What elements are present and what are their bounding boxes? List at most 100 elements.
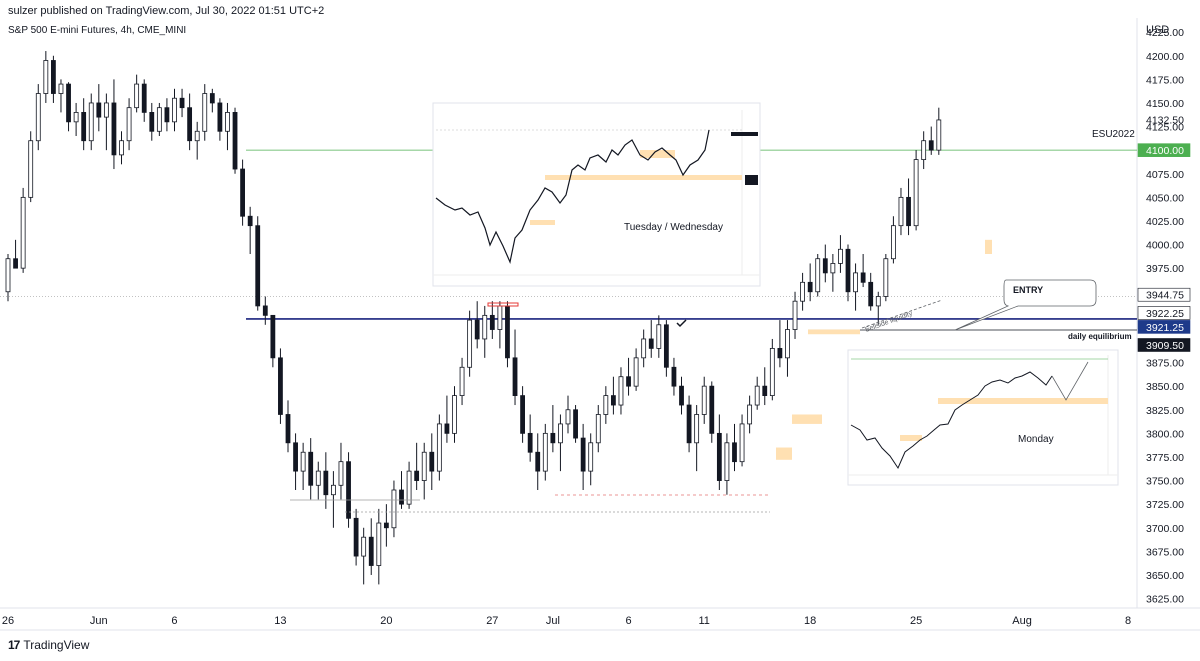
y-tick-label: 3800.00 [1146, 428, 1184, 440]
candle [429, 433, 435, 490]
candle-body [111, 102, 117, 156]
candle-body [331, 484, 336, 496]
contract-label: ESU2022 [1092, 129, 1135, 140]
candle-body [694, 414, 700, 444]
published-info: sulzer published on TradingView.com, Jul… [8, 5, 325, 17]
candle [35, 84, 41, 151]
candle [81, 98, 87, 151]
candle-body [278, 357, 283, 415]
candle-body [232, 112, 238, 170]
candlestick-series [5, 51, 942, 585]
candle [141, 79, 147, 122]
candle-body [179, 97, 185, 109]
candle-body [785, 329, 790, 359]
candle [898, 187, 904, 236]
candle [542, 423, 548, 481]
candle [421, 442, 427, 500]
time-axis: 26 Jun 6 13 20 27 Jul 6 11 18 25 Aug 8 [2, 615, 1131, 627]
candle [603, 386, 609, 424]
candle-body [141, 83, 147, 113]
candle [467, 310, 473, 377]
candle [701, 376, 707, 424]
candle-body [845, 248, 851, 293]
candle [663, 320, 669, 377]
candle-body [429, 451, 435, 472]
candle-body [626, 376, 631, 387]
candle [648, 320, 654, 358]
candle [550, 405, 556, 453]
candle [156, 102, 162, 136]
y-tick-label: 3625.00 [1146, 594, 1184, 606]
inset2-fvg-2 [900, 435, 922, 441]
fvg-box [985, 239, 992, 254]
candle [641, 329, 647, 368]
candle [618, 367, 624, 415]
candle [232, 107, 238, 174]
candle [815, 254, 821, 297]
candle-body [641, 338, 647, 359]
y-tick-label: 3675.00 [1146, 546, 1184, 558]
candle-body [66, 83, 71, 123]
candle [785, 320, 790, 377]
candle-body [459, 366, 465, 396]
candle [626, 357, 631, 396]
candle [611, 376, 616, 415]
candle-body [353, 517, 359, 557]
y-tick-label: 4225.00 [1146, 27, 1184, 39]
x-tick-label: 11 [699, 615, 710, 627]
candle-body [96, 102, 102, 118]
tradingview-brand[interactable]: 17 TradingView [8, 638, 89, 652]
candle-body [709, 385, 715, 434]
candle [822, 244, 828, 283]
candle-body [217, 102, 223, 132]
candle-body [921, 140, 927, 161]
x-tick-label: 18 [804, 615, 816, 627]
candle-body [126, 107, 132, 142]
candle [679, 376, 684, 415]
candle [262, 296, 268, 325]
x-tick-label: Aug [1012, 615, 1032, 627]
currency-label: USD [1146, 24, 1169, 36]
candle [520, 386, 525, 443]
candle-body [414, 470, 420, 481]
candle [353, 508, 359, 566]
candle [936, 107, 942, 155]
y-tick-label: 4175.00 [1146, 74, 1184, 86]
y-tick-label: 3875.00 [1146, 358, 1184, 370]
candle-body [573, 409, 578, 439]
candle-body [172, 97, 177, 123]
candle-body [739, 423, 745, 463]
candle-body [156, 107, 162, 132]
candle-body [421, 451, 427, 481]
candle-body [769, 347, 775, 396]
brand-label: TradingView [23, 638, 90, 652]
candle-body [588, 442, 594, 472]
candle [391, 480, 397, 538]
candle [399, 471, 404, 509]
inset1-fvg-2 [530, 220, 555, 225]
candle-body [558, 423, 563, 444]
candle [558, 414, 563, 472]
x-tick-label: 25 [910, 615, 922, 627]
candle [732, 423, 737, 472]
candle [5, 254, 11, 302]
candle [96, 84, 102, 132]
inset1-price-path [435, 129, 710, 264]
candle [845, 244, 851, 302]
entry-callout: ENTRY [954, 279, 1097, 331]
candle-body [732, 442, 737, 463]
red-liquidity-box [487, 302, 519, 307]
candle-body [452, 395, 457, 434]
candle-body [81, 112, 87, 142]
candle-body [489, 314, 495, 330]
candle-body [860, 272, 866, 283]
inset1-caption: Tuesday / Wednesday [624, 222, 723, 233]
candle-body [88, 102, 94, 142]
candle [172, 88, 177, 132]
candle [436, 414, 442, 481]
y-tick-label: 4132.50 [1146, 114, 1184, 126]
candle-body [603, 395, 609, 415]
price-label-text: 3944.75 [1146, 290, 1184, 302]
candle-body [671, 366, 677, 387]
